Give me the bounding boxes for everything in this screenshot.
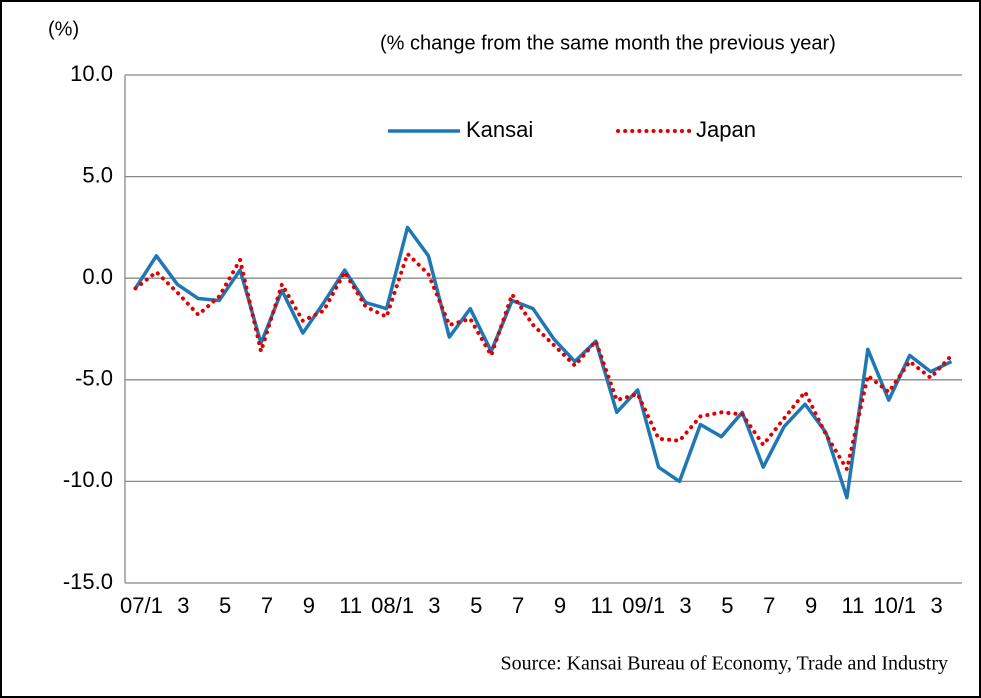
x-tick-label: 11 [590,593,613,618]
x-tick-label: 3 [177,593,189,618]
y-tick-label: -5.0 [75,366,113,391]
y-tick-label: 5.0 [82,162,113,187]
x-tick-label: 07/1 [120,593,163,618]
x-tick-label: 7 [261,593,273,618]
x-tick-label: 9 [805,593,817,618]
x-tick-label: 3 [930,593,942,618]
x-tick-label: 5 [470,593,482,618]
x-tick-label: 3 [428,593,440,618]
y-unit: (%) [48,18,79,40]
y-tick-label: 0.0 [82,264,113,289]
legend-label: Japan [696,117,756,142]
x-tick-label: 5 [721,593,733,618]
subtitle: (% change from the same month the previo… [380,32,836,54]
x-tick-label: 11 [841,593,864,618]
x-tick-label: 9 [303,593,315,618]
x-tick-label: 7 [763,593,775,618]
y-tick-label: -10.0 [63,467,113,492]
x-tick-label: 5 [219,593,231,618]
x-tick-label: 7 [512,593,524,618]
source: Source: Kansai Bureau of Economy, Trade … [501,653,949,675]
x-tick-label: 09/1 [622,593,665,618]
legend-label: Kansai [466,117,533,142]
x-tick-label: 10/1 [873,593,916,618]
line-series [133,225,953,500]
x-tick-label: 08/1 [371,593,414,618]
y-tick-label: -15.0 [63,569,113,594]
x-tick-label: 11 [339,593,362,618]
y-tick-label: 10.0 [70,61,113,86]
x-tick-label: 3 [679,593,691,618]
line-series [133,251,954,472]
x-tick-label: 9 [554,593,566,618]
